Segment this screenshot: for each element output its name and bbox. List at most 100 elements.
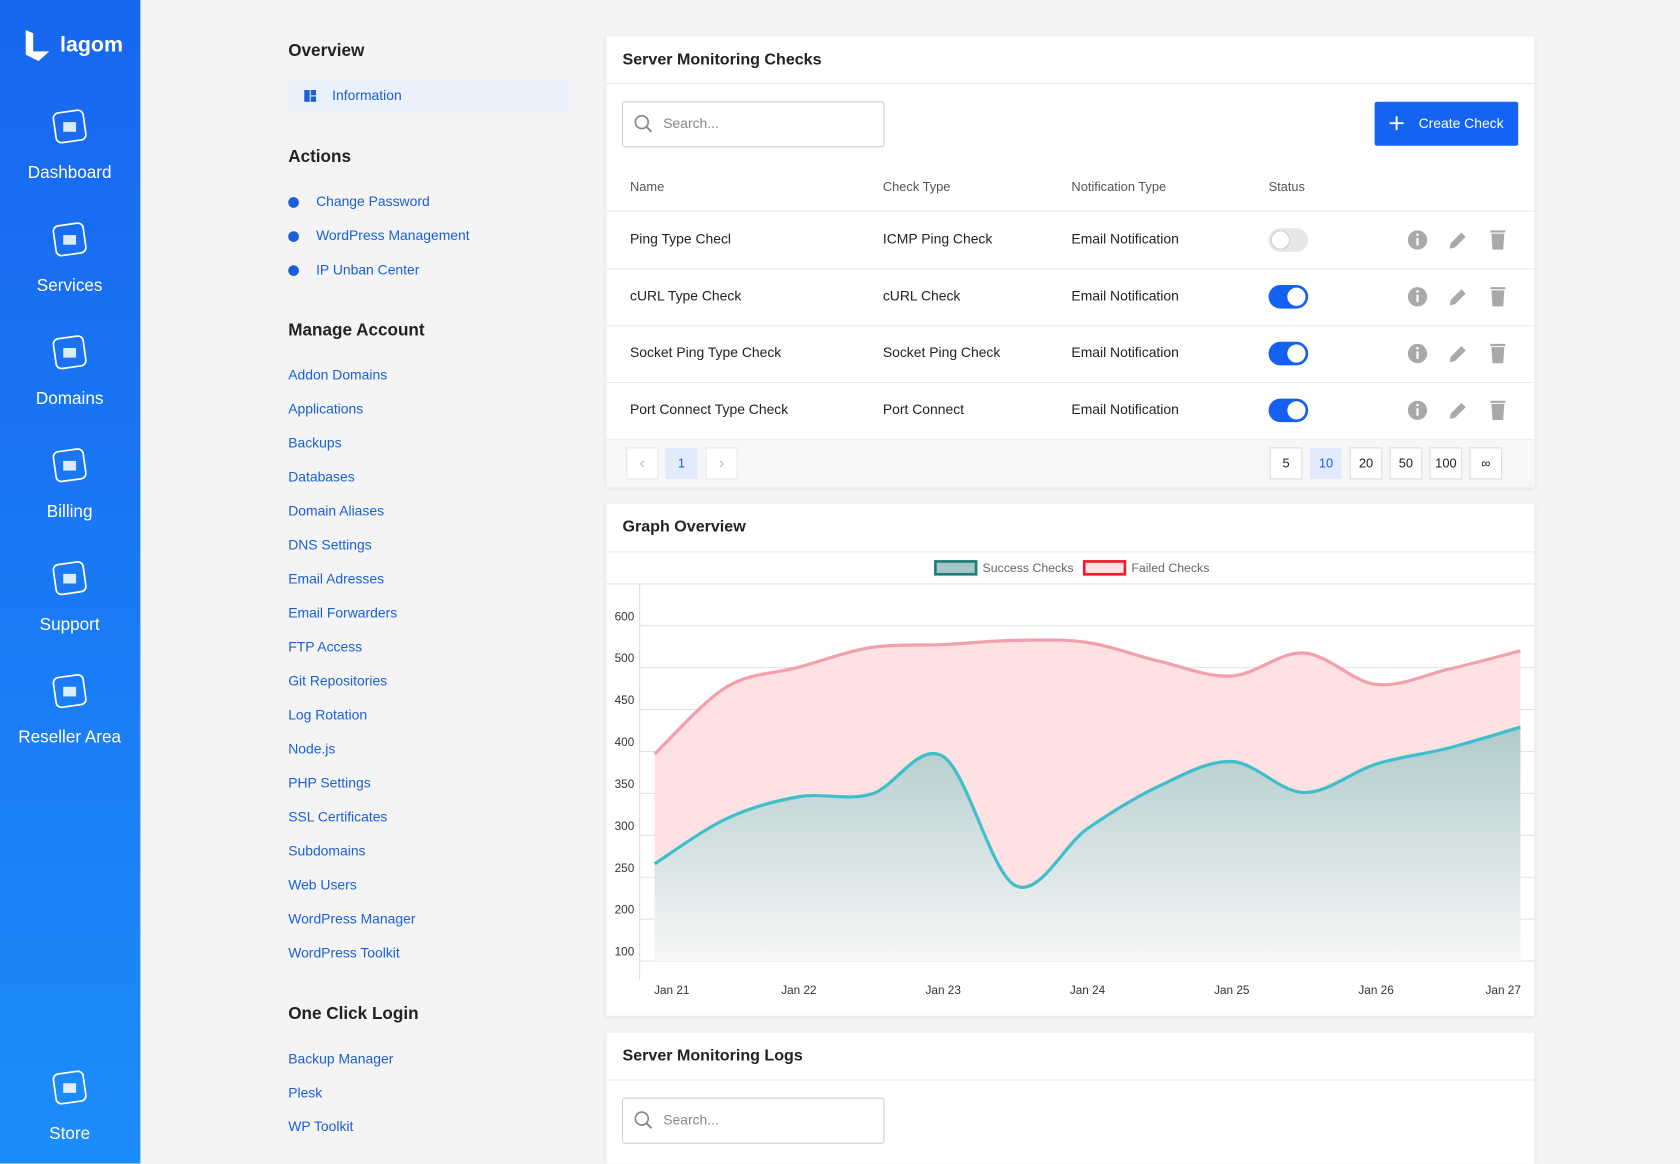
menu-icon xyxy=(310,90,317,96)
menu-link[interactable]: Databases xyxy=(288,469,355,485)
nav-icon xyxy=(52,561,87,596)
column-header: Check Type xyxy=(883,179,951,194)
menu-link[interactable]: Email Adresses xyxy=(288,571,384,587)
menu-link[interactable]: Backup Manager xyxy=(288,1050,394,1066)
nav-label[interactable]: Support xyxy=(40,614,100,634)
menu-link[interactable]: WordPress Management xyxy=(316,227,470,243)
cell: Socket Ping Type Check xyxy=(630,344,781,360)
cell: Email Notification xyxy=(1071,231,1178,247)
cell: Email Notification xyxy=(1071,344,1178,360)
delete-icon[interactable] xyxy=(1490,400,1506,421)
nav-icon xyxy=(52,448,87,483)
next-page[interactable] xyxy=(705,447,738,480)
page-size[interactable] xyxy=(1389,447,1423,480)
create-button[interactable] xyxy=(1374,101,1519,146)
series-area xyxy=(654,727,1521,962)
active-item xyxy=(288,79,568,113)
edit-icon[interactable] xyxy=(1449,232,1466,249)
menu-link[interactable]: WP Toolkit xyxy=(288,1118,353,1134)
menu-link[interactable]: Log Rotation xyxy=(288,707,367,723)
menu-link[interactable]: Git Repositories xyxy=(288,673,387,689)
x-tick-label: Jan 22 xyxy=(781,984,816,997)
info-icon xyxy=(1416,237,1419,246)
menu-link[interactable]: SSL Certificates xyxy=(288,809,387,825)
delete-icon[interactable] xyxy=(1490,230,1506,250)
menu-heading: Actions xyxy=(288,146,351,166)
menu-link[interactable]: Node.js xyxy=(288,741,335,757)
delete-icon[interactable] xyxy=(1490,287,1506,307)
x-tick-label: Jan 26 xyxy=(1358,984,1394,997)
search-placeholder: Search... xyxy=(663,115,719,131)
nav-label[interactable]: Dashboard xyxy=(28,162,112,182)
cell: cURL Check xyxy=(883,287,961,303)
menu-link[interactable]: IP Unban Center xyxy=(316,261,420,277)
search-icon xyxy=(645,125,653,133)
y-tick-label: 600 xyxy=(615,610,635,623)
menu-link[interactable]: WordPress Toolkit xyxy=(288,945,400,961)
menu-link[interactable]: Backups xyxy=(288,435,341,451)
prev-page[interactable] xyxy=(626,447,659,480)
menu-link[interactable]: Addon Domains xyxy=(288,367,387,383)
series-line xyxy=(653,638,1521,756)
page-size-label: 50 xyxy=(1399,455,1413,470)
series-line xyxy=(653,725,1521,889)
nav-icon xyxy=(63,235,77,245)
cell: Email Notification xyxy=(1071,287,1178,303)
menu-link[interactable]: Information xyxy=(332,87,402,103)
toggle-knob xyxy=(1287,401,1306,420)
menu-link[interactable]: Change Password xyxy=(316,193,430,209)
page-size[interactable] xyxy=(1310,447,1342,479)
cell: ICMP Ping Check xyxy=(883,231,993,247)
menu-link[interactable]: Plesk xyxy=(288,1084,322,1100)
menu-link[interactable]: Subdomains xyxy=(288,843,365,859)
menu-heading: Overview xyxy=(288,40,365,60)
delete-icon[interactable] xyxy=(1490,343,1506,364)
info-icon xyxy=(1416,294,1419,303)
x-tick-label: Jan 27 xyxy=(1486,984,1521,997)
legend-swatch xyxy=(934,560,978,576)
page-size-label: ∞ xyxy=(1481,455,1490,470)
card-title: Server Monitoring Checks xyxy=(623,50,822,68)
legend-swatch xyxy=(1082,560,1127,576)
create-button-label: Create Check xyxy=(1419,115,1504,131)
y-tick-label: 250 xyxy=(615,862,635,875)
menu-link[interactable]: DNS Settings xyxy=(288,537,372,553)
search-box[interactable] xyxy=(621,101,885,148)
edit-icon[interactable] xyxy=(1449,289,1466,306)
search-box[interactable] xyxy=(621,1097,885,1144)
cell: Port Connect Type Check xyxy=(630,401,788,417)
nav-label[interactable]: Reseller Area xyxy=(18,727,121,747)
page-size[interactable] xyxy=(1429,447,1463,480)
x-tick-label: Jan 23 xyxy=(926,984,962,997)
legend-label: Failed Checks xyxy=(1131,561,1209,575)
menu-link[interactable]: FTP Access xyxy=(288,639,362,655)
page-button[interactable] xyxy=(665,447,698,479)
nav-icon xyxy=(52,335,87,370)
menu-link[interactable]: Web Users xyxy=(288,877,357,893)
page-size[interactable] xyxy=(1349,447,1383,480)
page-size-label: 100 xyxy=(1435,455,1456,470)
nav-label[interactable]: Domains xyxy=(36,388,104,408)
nav-label[interactable]: Store xyxy=(49,1123,90,1143)
menu-link[interactable]: PHP Settings xyxy=(288,775,370,791)
page-size[interactable] xyxy=(1469,447,1503,480)
menu-link[interactable]: WordPress Manager xyxy=(288,911,416,927)
x-tick-label: Jan 21 xyxy=(654,984,689,997)
nav-icon xyxy=(52,673,87,709)
edit-icon[interactable] xyxy=(1449,402,1466,419)
card-title: Graph Overview xyxy=(623,517,747,535)
menu-link[interactable]: Applications xyxy=(288,401,363,417)
edit-icon[interactable] xyxy=(1449,346,1466,363)
page-size[interactable] xyxy=(1269,447,1303,480)
menu-link[interactable]: Domain Aliases xyxy=(288,503,384,519)
y-tick-label: 500 xyxy=(615,652,635,665)
nav-label[interactable]: Services xyxy=(37,275,103,295)
column-header: Name xyxy=(630,179,664,194)
info-icon xyxy=(1416,290,1419,293)
search-placeholder: Search... xyxy=(663,1111,719,1127)
menu-link[interactable]: Email Forwarders xyxy=(288,605,397,621)
nav-label[interactable]: Billing xyxy=(47,501,93,521)
info-icon xyxy=(1416,346,1419,350)
y-tick-label: 100 xyxy=(615,946,635,959)
